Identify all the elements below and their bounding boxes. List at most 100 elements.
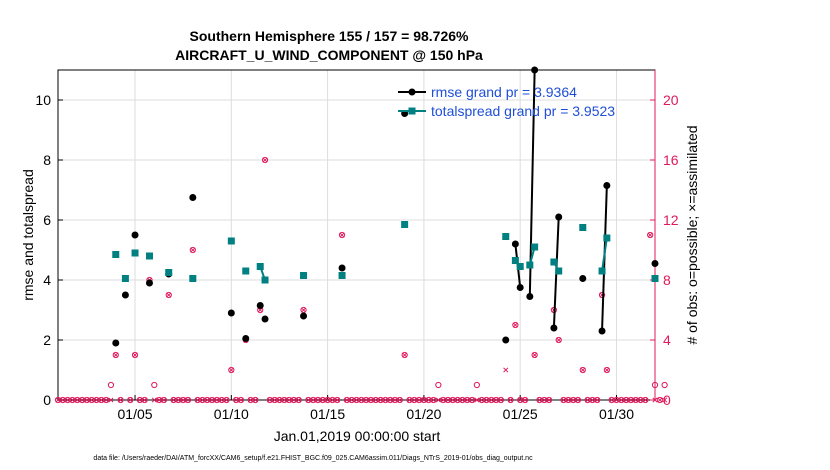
obs-assimilated-marker [382, 397, 388, 403]
rmse-point [550, 324, 558, 332]
obs-assimilated-stroke [281, 397, 287, 403]
y-left-tick-label: 4 [43, 272, 51, 288]
obs-assimilated-marker [445, 397, 451, 403]
obs-possible-marker [151, 381, 158, 389]
obs-assimilated-marker [195, 397, 201, 403]
obs-assimilated-marker [65, 397, 71, 403]
obs-assimilated-marker [392, 397, 398, 403]
obs-possible-marker [117, 396, 124, 404]
obs-possible-marker [237, 396, 245, 404]
y-right-tick-label: 8 [663, 272, 671, 288]
obs-assimilated-stroke [406, 397, 413, 403]
obs-assimilated-stroke [445, 397, 451, 403]
rmse-point [531, 66, 539, 74]
obs-assimilated-stroke [455, 397, 461, 403]
rmse-point [300, 312, 308, 320]
totalspread-point [579, 224, 587, 231]
obs-assimilated-marker [276, 397, 283, 403]
obs-assimilated-marker [228, 367, 234, 373]
chart-title-line1: Southern Hemisphere 155 / 157 = 98.726% [190, 28, 470, 44]
obs-assimilated-marker [368, 397, 374, 403]
obs-assimilated-marker [310, 397, 316, 403]
obs-assimilated-stroke [89, 397, 95, 403]
obs-assimilated-stroke [618, 397, 624, 403]
obs-assimilated-stroke [69, 397, 75, 403]
obs-possible-marker [594, 396, 601, 404]
obs-assimilated-stroke [276, 397, 283, 403]
obs-possible-marker [127, 396, 134, 404]
obs-assimilated-stroke [556, 337, 562, 343]
totalspread-point [651, 275, 659, 282]
rmse-point [651, 260, 659, 267]
obs-possible-marker [165, 291, 172, 299]
obs-possible-marker [103, 396, 110, 404]
obs-assimilated-stroke [594, 397, 600, 403]
obs-assimilated-stroke [378, 397, 384, 403]
obs-assimilated-marker [536, 397, 543, 403]
totalspread-point [401, 221, 409, 228]
obs-assimilated-marker [378, 397, 384, 403]
axis-ticks: 01/05 01/10 01/15 01/20 01/25 01/30 0 2 4 6 8 10 0 4 8… [35, 70, 679, 422]
obs-assimilated-marker [609, 397, 615, 403]
totalspread-point [511, 257, 519, 264]
totalspread-point [227, 237, 235, 245]
x-tick-label: 01/30 [599, 406, 634, 422]
obs-assimilated-stroke [161, 397, 167, 403]
obs-assimilated-marker [204, 397, 210, 403]
obs-assimilated-stroke [522, 397, 528, 403]
obs-assimilated-marker [89, 397, 95, 403]
obs-assimilated-stroke [430, 397, 437, 403]
y-right-tick-label: 0 [663, 392, 671, 408]
obs-assimilated-stroke [291, 397, 297, 403]
obs-assimilated-stroke [142, 397, 148, 403]
legend-spread-marker [408, 107, 416, 115]
obs-assimilated-stroke [175, 397, 181, 403]
totalspread-point [598, 267, 606, 275]
obs-assimilated-marker [580, 367, 586, 373]
obs-assimilated-marker [103, 397, 109, 403]
obs-assimilated-marker [426, 397, 432, 403]
obs-possible-marker [507, 396, 514, 404]
obs-assimilated-stroke [84, 397, 90, 403]
obs-assimilated-stroke [493, 397, 499, 403]
obs-possible-marker [334, 396, 341, 404]
totalspread-point [603, 234, 611, 242]
gridlines [58, 70, 655, 400]
y-axis-left-label: rmse and totalspread [20, 169, 36, 301]
totalspread-point [145, 252, 153, 260]
obs-assimilated-marker [406, 397, 413, 403]
obs-assimilated-marker [305, 397, 311, 403]
obs-assimilated-marker [219, 397, 225, 403]
obs-assimilated-stroke [339, 232, 345, 238]
obs-assimilated-marker [296, 397, 302, 403]
obs-assimilated-stroke [127, 397, 133, 403]
obs-assimilated-marker [137, 397, 143, 403]
obs-assimilated-stroke [469, 397, 475, 403]
obs-assimilated-marker [286, 397, 292, 403]
obs-assimilated-stroke [474, 397, 480, 403]
obs-assimilated-stroke [546, 397, 552, 403]
obs-assimilated-stroke [180, 397, 186, 403]
obs-possible-marker [189, 246, 196, 254]
obs-assimilated-stroke [190, 247, 196, 253]
obs-assimilated-marker [142, 397, 148, 403]
obs-assimilated-stroke [450, 397, 456, 403]
obs-assimilated-marker [546, 397, 552, 403]
obs-assimilated-stroke [638, 397, 644, 403]
obs-assimilated-stroke [310, 397, 316, 403]
obs-assimilated-stroke [402, 352, 408, 358]
obs-assimilated-marker [532, 352, 538, 358]
obs-assimilated-marker [108, 397, 114, 403]
obs-assimilated-marker [642, 397, 648, 403]
obs-assimilated-marker [320, 397, 326, 403]
obs-assimilated-stroke [508, 397, 514, 403]
rmse-point [112, 339, 120, 347]
rmse-point [502, 336, 510, 344]
obs-assimilated-stroke [397, 397, 403, 403]
obs-assimilated-marker [522, 397, 528, 403]
rmse-point [261, 315, 269, 323]
obs-assimilated-stroke [503, 367, 509, 373]
obs-assimilated-stroke [358, 397, 364, 403]
obs-assimilated-stroke [435, 397, 441, 403]
